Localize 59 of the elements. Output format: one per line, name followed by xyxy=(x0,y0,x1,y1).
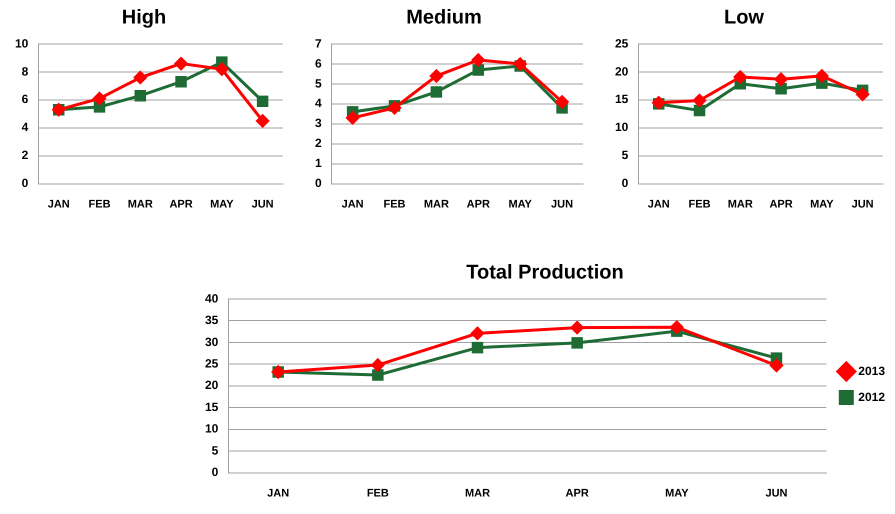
y-tick-label: 1 xyxy=(314,156,322,170)
x-tick-label: JAN xyxy=(342,198,364,210)
y-tick-label: 3 xyxy=(314,116,322,130)
x-tick-label: MAR xyxy=(464,487,490,500)
x-tick-label: APR xyxy=(466,198,490,210)
y-tick-label: 6 xyxy=(22,92,29,106)
y-tick-label: 4 xyxy=(314,96,322,110)
chart-title: Low xyxy=(724,6,764,29)
x-tick-label: MAY xyxy=(810,198,834,210)
y-tick-label: 30 xyxy=(204,334,219,349)
y-tick-label: 40 xyxy=(204,291,219,306)
y-tick-label: 0 xyxy=(622,176,629,190)
x-tick-label: JUN xyxy=(551,198,574,210)
x-tick-label: FEB xyxy=(88,198,111,210)
y-tick-label: 0 xyxy=(314,176,322,190)
y-tick-label: 10 xyxy=(14,36,29,50)
chart-title: Medium xyxy=(406,6,482,29)
chart-title: High xyxy=(122,6,166,29)
y-tick-label: 35 xyxy=(204,313,219,328)
x-tick-label: JAN xyxy=(648,198,670,210)
y-tick-label: 20 xyxy=(204,378,219,392)
x-tick-label: JUN xyxy=(765,487,788,500)
y-tick-label: 0 xyxy=(212,465,219,480)
x-tick-label: APR xyxy=(169,198,193,210)
y-tick-label: 20 xyxy=(614,64,629,78)
y-tick-label: 2 xyxy=(314,136,322,150)
x-tick-label: JAN xyxy=(267,487,290,500)
y-tick-label: 5 xyxy=(212,443,219,458)
y-tick-label: 7 xyxy=(314,36,322,50)
y-tick-label: 5 xyxy=(622,148,629,162)
legend-label: 2013 xyxy=(858,364,886,378)
y-tick-label: 4 xyxy=(22,120,29,134)
x-tick-label: JUN xyxy=(252,198,274,210)
x-tick-label: APR xyxy=(566,487,589,500)
y-tick-label: 25 xyxy=(614,36,629,50)
x-tick-label: MAY xyxy=(665,487,690,500)
x-tick-label: FEB xyxy=(688,198,711,210)
y-tick-label: 15 xyxy=(204,400,219,414)
y-tick-label: 6 xyxy=(314,56,322,70)
y-tick-label: 2 xyxy=(22,148,29,162)
y-tick-label: 10 xyxy=(614,120,629,134)
x-tick-label: MAR xyxy=(128,198,153,210)
x-tick-label: JUN xyxy=(852,198,874,210)
x-tick-label: FEB xyxy=(384,198,406,210)
x-tick-label: FEB xyxy=(366,487,389,500)
legend-label: 2012 xyxy=(858,390,886,404)
y-tick-label: 5 xyxy=(314,76,322,90)
chart-title: Total Production xyxy=(466,262,624,284)
x-tick-label: APR xyxy=(769,198,793,210)
x-tick-label: MAY xyxy=(508,198,533,210)
y-tick-label: 25 xyxy=(204,356,219,370)
y-tick-label: 15 xyxy=(614,92,629,106)
x-tick-label: JAN xyxy=(48,198,70,210)
y-tick-label: 10 xyxy=(204,422,219,436)
y-tick-label: 8 xyxy=(22,64,29,78)
x-tick-label: MAR xyxy=(728,198,753,210)
x-tick-label: MAR xyxy=(424,198,449,210)
x-tick-label: MAY xyxy=(210,198,234,210)
y-tick-label: 0 xyxy=(22,176,29,190)
